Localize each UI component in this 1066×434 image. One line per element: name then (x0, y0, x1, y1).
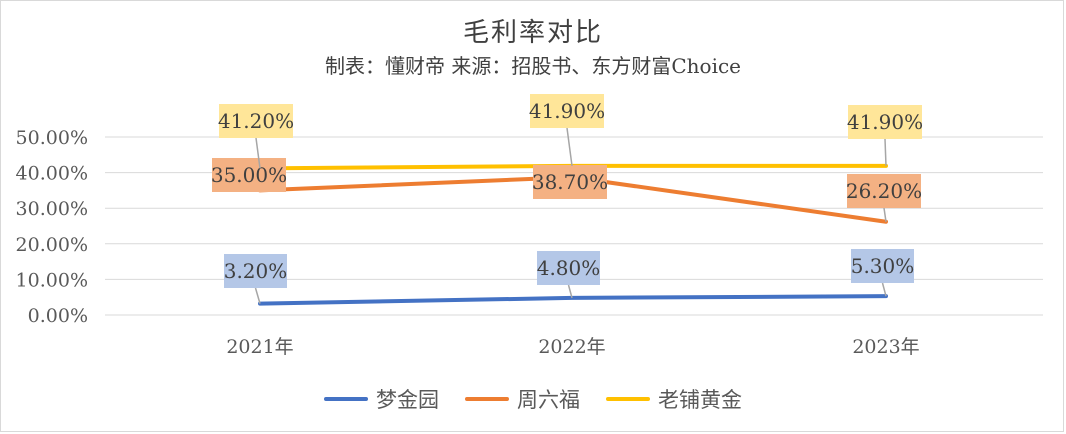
leader-line (881, 282, 887, 297)
data-label: 4.80% (537, 256, 601, 280)
leader-line (883, 207, 887, 222)
x-tick-label: 2022年 (538, 336, 605, 358)
data-label: 3.20% (224, 259, 288, 283)
legend-item: 老铺黄金 (606, 384, 742, 414)
data-label: 41.90% (529, 99, 605, 123)
x-tick-label: 2021年 (226, 336, 293, 358)
y-tick-label: 20.00% (16, 234, 88, 256)
legend-item: 梦金园 (324, 384, 439, 414)
chart-subtitle: 制表：懂财帝 来源：招股书、东方财富Choice (324, 54, 741, 78)
data-label-box (224, 254, 287, 288)
data-label-box (847, 174, 921, 208)
legend-label: 周六福 (517, 388, 580, 412)
leader-line (255, 137, 261, 169)
series-line-1 (258, 294, 888, 306)
data-label: 26.20% (846, 179, 922, 203)
y-tick-label: 40.00% (16, 163, 88, 185)
y-tick-label: 0.00% (28, 305, 88, 327)
data-label-box (537, 251, 600, 285)
x-tick-label: 2023年 (852, 336, 919, 358)
data-label-box (219, 104, 293, 138)
leader-line (884, 138, 887, 166)
data-label: 41.20% (218, 109, 294, 133)
y-tick-label: 30.00% (16, 198, 88, 220)
y-tick-label: 50.00% (16, 127, 88, 149)
leader-line (254, 287, 261, 304)
legend-item: 周六福 (465, 384, 580, 414)
data-label: 5.30% (851, 254, 915, 278)
legend-label: 老铺黄金 (658, 388, 742, 412)
data-label: 35.00% (211, 163, 287, 187)
data-label-box (848, 105, 922, 139)
data-label-box (530, 94, 604, 128)
data-label: 38.70% (532, 170, 608, 194)
leader-line (566, 127, 573, 166)
data-label-box (851, 249, 914, 283)
data-label-box (212, 158, 286, 192)
y-tick-label: 10.00% (16, 269, 88, 291)
legend-swatch (606, 397, 650, 401)
legend: 梦金园 周六福 老铺黄金 (0, 384, 1066, 414)
data-label-box (533, 165, 607, 199)
legend-swatch (465, 397, 509, 401)
chart-title: 毛利率对比 (462, 18, 603, 48)
leader-line (567, 284, 573, 299)
data-label: 41.90% (847, 110, 923, 134)
legend-label: 梦金园 (376, 388, 439, 412)
legend-swatch (324, 397, 368, 401)
